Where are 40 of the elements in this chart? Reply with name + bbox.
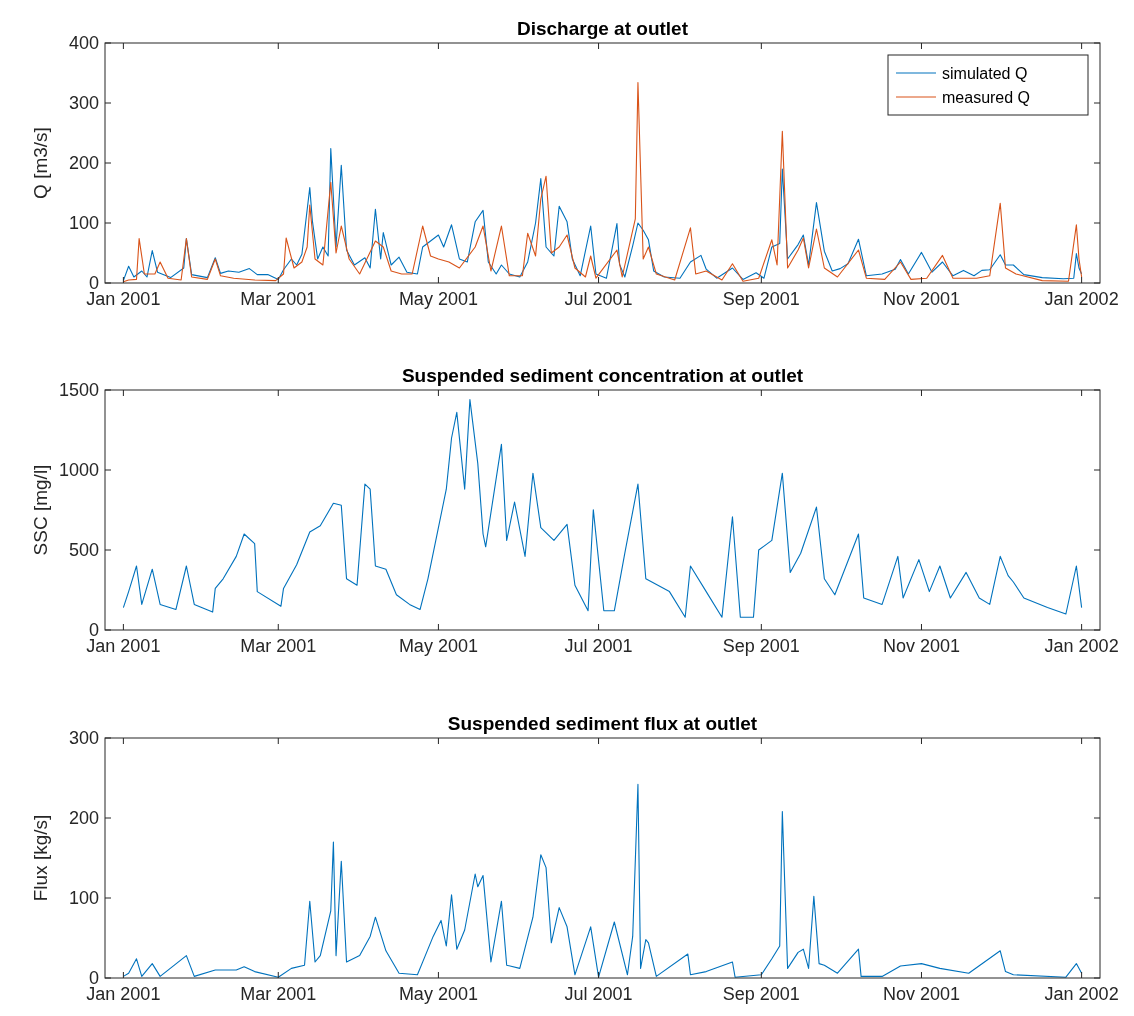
y-axis-title: Flux [kg/s] <box>30 814 51 902</box>
chart-title: Suspended sediment concentration at outlet <box>401 365 804 386</box>
y-tick-label: 500 <box>68 540 99 560</box>
x-tick-label: Nov 2001 <box>882 289 961 309</box>
y-tick-label: 200 <box>68 808 99 828</box>
x-tick-label: Sep 2001 <box>722 289 800 309</box>
x-tick-label: May 2001 <box>398 289 478 309</box>
line-series <box>122 82 1083 283</box>
y-tick-label: 1000 <box>58 460 99 480</box>
line-series <box>122 148 1083 282</box>
x-tick-label: Jul 2001 <box>564 289 633 309</box>
y-tick-label: 1500 <box>58 380 99 400</box>
y-tick-label: 400 <box>68 33 99 53</box>
y-tick-label: 100 <box>68 888 99 908</box>
x-tick-label: Mar 2001 <box>240 289 317 309</box>
y-tick-label: 300 <box>68 728 99 748</box>
legend-label: simulated Q <box>942 65 1028 82</box>
x-tick-label: Sep 2001 <box>722 984 800 1004</box>
chart-title: Suspended sediment flux at outlet <box>447 713 758 734</box>
chart-title: Discharge at outlet <box>516 18 689 39</box>
x-tick-label: May 2001 <box>398 984 478 1004</box>
x-tick-label: Jan 2002 <box>1044 636 1119 656</box>
y-axis-title: Q [m3/s] <box>30 127 51 199</box>
y-tick-label: 300 <box>68 93 99 113</box>
x-tick-label: Jul 2001 <box>564 636 633 656</box>
x-tick-label: Nov 2001 <box>882 984 961 1004</box>
line-series <box>122 399 1083 618</box>
x-tick-label: Jan 2002 <box>1044 289 1119 309</box>
y-tick-label: 200 <box>68 153 99 173</box>
x-tick-label: Nov 2001 <box>882 636 961 656</box>
x-tick-label: May 2001 <box>398 636 478 656</box>
x-tick-label: Mar 2001 <box>240 984 317 1004</box>
x-tick-label: Jan 2002 <box>1044 984 1119 1004</box>
x-tick-label: Jul 2001 <box>564 984 633 1004</box>
y-tick-label: 100 <box>68 213 99 233</box>
x-tick-label: Sep 2001 <box>722 636 800 656</box>
line-series <box>122 783 1083 978</box>
y-axis-title: SSC [mg/l] <box>30 464 51 556</box>
x-tick-label: Mar 2001 <box>240 636 317 656</box>
legend-label: measured Q <box>942 89 1031 106</box>
